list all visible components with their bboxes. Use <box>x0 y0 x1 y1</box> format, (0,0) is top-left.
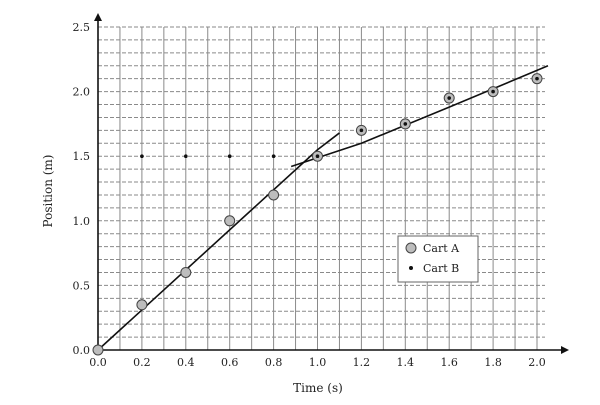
data-point-cart-a <box>136 299 148 311</box>
x-axis-arrow <box>561 346 569 354</box>
x-tick-label: 1.8 <box>484 356 502 369</box>
y-tick-label: 0.0 <box>73 344 91 357</box>
y-tick-label: 0.5 <box>73 279 91 292</box>
data-points <box>92 73 543 356</box>
y-tick-label: 1.5 <box>73 150 91 163</box>
x-tick-label: 2.0 <box>528 356 546 369</box>
fit-line-1 <box>97 132 340 351</box>
x-axis-title: Time (s) <box>293 381 343 395</box>
y-axis-title: Position (m) <box>41 155 55 228</box>
data-point-cart-b <box>447 96 452 100</box>
data-point-cart-b <box>184 154 188 158</box>
legend-label-cart-b: Cart B <box>423 262 459 275</box>
grid <box>98 26 545 350</box>
y-tick-label: 2.5 <box>73 21 91 34</box>
x-tick-label: 0.4 <box>177 356 195 369</box>
x-tick-label: 1.0 <box>309 356 327 369</box>
x-tick-label: 0.0 <box>89 356 107 369</box>
tick-labels: 0.0 0.2 0.4 0.6 0.8 1.0 1.2 1.4 1.6 1.8 2.0 0.0 0.5 1… <box>73 21 546 369</box>
data-point-cart-a <box>92 344 104 356</box>
x-tick-label: 0.8 <box>265 356 283 369</box>
x-tick-label: 1.2 <box>353 356 371 369</box>
legend-label-cart-a: Cart A <box>423 242 460 255</box>
y-tick-label: 1.0 <box>73 215 91 228</box>
x-tick-label: 0.2 <box>133 356 151 369</box>
data-point-cart-b <box>491 89 495 94</box>
data-point-cart-b <box>271 154 276 158</box>
data-point-cart-b <box>403 122 408 126</box>
legend: Cart A Cart B <box>397 235 479 283</box>
legend-marker-cart-b <box>409 266 413 270</box>
x-tick-label: 1.6 <box>440 356 458 369</box>
data-point-cart-b <box>535 76 539 81</box>
axes <box>94 13 569 354</box>
fit-line-2 <box>290 65 549 168</box>
data-point-cart-b <box>140 154 144 158</box>
x-tick-label: 0.6 <box>221 356 239 369</box>
data-point-cart-a <box>268 189 280 201</box>
y-axis-arrow <box>94 13 102 21</box>
data-point-cart-b <box>315 154 320 158</box>
data-point-cart-b <box>227 154 232 158</box>
legend-marker-cart-a <box>405 242 417 254</box>
data-point-cart-a <box>180 266 192 278</box>
data-point-cart-b <box>359 128 364 133</box>
y-tick-label: 2.0 <box>73 86 91 99</box>
data-point-cart-a <box>224 215 236 227</box>
x-tick-label: 1.4 <box>397 356 415 369</box>
